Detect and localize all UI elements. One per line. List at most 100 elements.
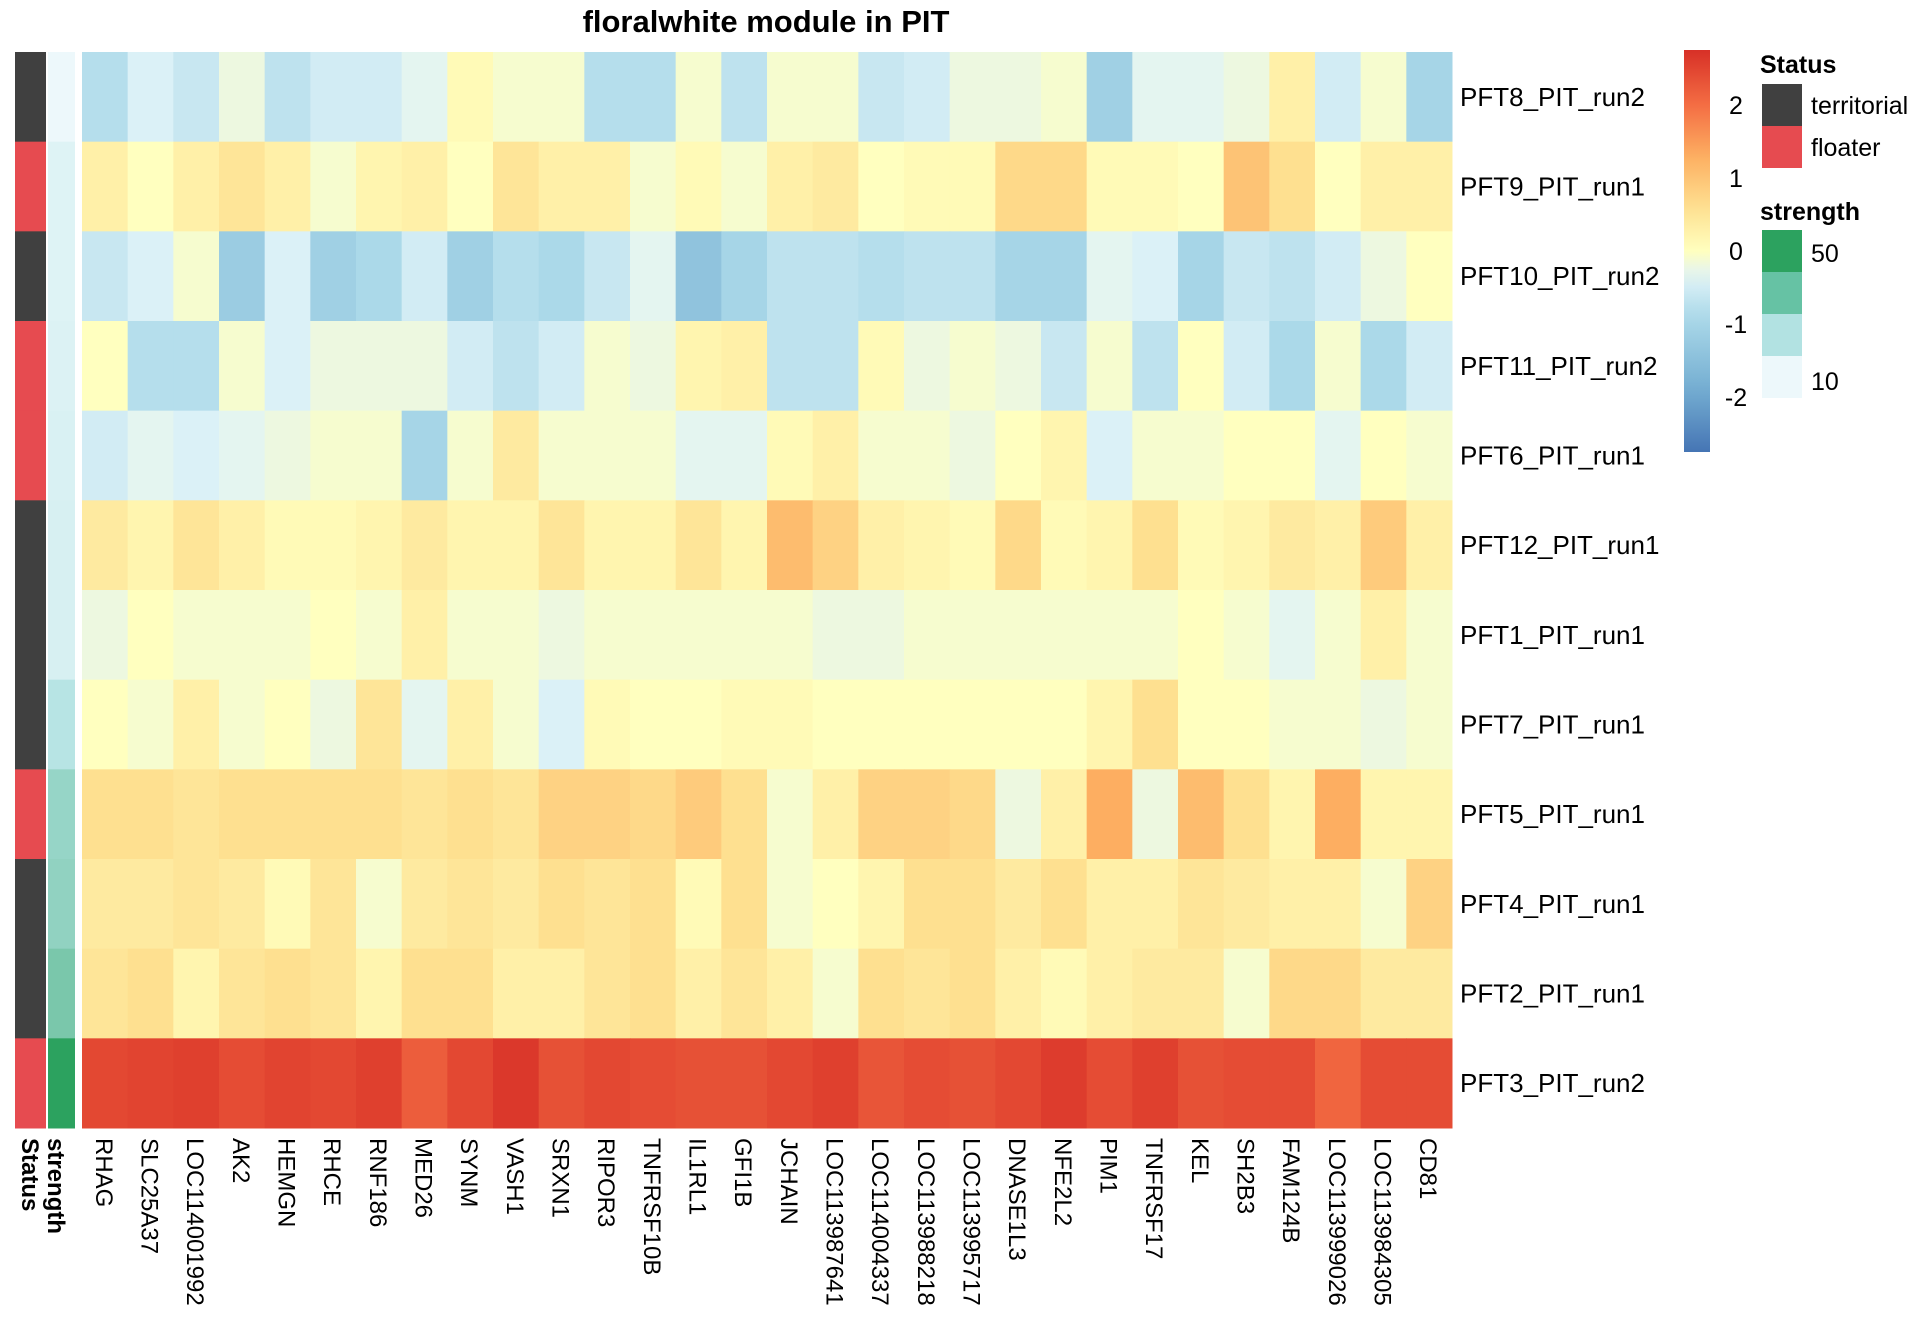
heatmap-cell [1086, 141, 1133, 232]
heatmap-cell [1223, 859, 1270, 950]
heatmap-cell [584, 769, 631, 860]
row-label: PFT3_PIT_run2 [1460, 1068, 1645, 1098]
heatmap-cell [1132, 948, 1179, 1039]
heatmap-cell [858, 52, 905, 143]
heatmap-cell [1360, 500, 1407, 591]
row-label: PFT4_PIT_run1 [1460, 889, 1645, 919]
heatmap-cell [1086, 1038, 1133, 1129]
heatmap-cell [264, 231, 311, 322]
heatmap-cell [173, 410, 220, 501]
heatmap-cell [630, 948, 677, 1039]
heatmap-cell [1406, 948, 1453, 1039]
status-legend-swatch [1762, 126, 1802, 168]
heatmap-cell [447, 321, 494, 412]
status-cell [15, 141, 46, 232]
heatmap-cell [1269, 590, 1316, 681]
heatmap-cell [1406, 1038, 1453, 1129]
heatmap-cell [721, 590, 768, 681]
heatmap-cell [538, 410, 585, 501]
heatmap-cell [356, 859, 403, 950]
heatmap-cell [995, 859, 1042, 950]
heatmap-cell [447, 769, 494, 860]
status-cell [15, 948, 46, 1039]
heatmap-cell [812, 679, 859, 770]
heatmap-cell [675, 679, 722, 770]
color-scale-tick: 1 [1729, 165, 1743, 193]
heatmap-cell [1360, 321, 1407, 412]
heatmap-cell [219, 859, 266, 950]
heatmap-cell [995, 500, 1042, 591]
heatmap-cell [721, 769, 768, 860]
heatmap-cell [264, 410, 311, 501]
heatmap-cell [1132, 859, 1179, 950]
heatmap-cell [173, 231, 220, 322]
annotation-labels: Status strength [16, 1138, 69, 1234]
strength-cell [48, 590, 75, 681]
heatmap-cell [1223, 679, 1270, 770]
heatmap-cell [264, 500, 311, 591]
heatmap-cell [584, 1038, 631, 1129]
heatmap-cell [1041, 859, 1088, 950]
row-label: PFT10_PIT_run2 [1460, 261, 1659, 291]
heatmap-cell [538, 321, 585, 412]
heatmap-cell [173, 679, 220, 770]
heatmap-cell [1360, 1038, 1407, 1129]
heatmap-cell [127, 1038, 174, 1129]
heatmap-cell [721, 231, 768, 322]
heatmap-cell [219, 769, 266, 860]
strength-legend-swatch [1762, 272, 1802, 314]
row-label: PFT11_PIT_run2 [1460, 351, 1658, 381]
heatmap-cell [1406, 231, 1453, 322]
heatmap-cell [630, 769, 677, 860]
heatmap-cell [82, 859, 129, 950]
heatmap-cell [630, 52, 677, 143]
row-label: PFT7_PIT_run1 [1460, 710, 1645, 740]
heatmap-cell [82, 590, 129, 681]
status-legend-label: floater [1811, 134, 1880, 162]
heatmap-cell [675, 52, 722, 143]
heatmap-cell [1041, 321, 1088, 412]
heatmap-cell [721, 321, 768, 412]
strength-legend-label: 10 [1811, 368, 1839, 396]
heatmap-cell [82, 231, 129, 322]
heatmap-cell [493, 321, 540, 412]
heatmap-cell [493, 231, 540, 322]
heatmap-cell [949, 769, 996, 860]
heatmap-cell [310, 500, 357, 591]
heatmap-cell [127, 590, 174, 681]
heatmap-cell [858, 679, 905, 770]
status-legend-label: territorial [1811, 92, 1908, 120]
heatmap-cell [310, 590, 357, 681]
heatmap-cell [1041, 410, 1088, 501]
heatmap-cell [401, 590, 448, 681]
heatmap-cell [1360, 410, 1407, 501]
heatmap-cell [401, 231, 448, 322]
heatmap-cell [949, 321, 996, 412]
heatmap-cell [82, 500, 129, 591]
heatmap-cell [995, 769, 1042, 860]
heatmap-cell [173, 859, 220, 950]
row-label: PFT8_PIT_run2 [1460, 82, 1645, 112]
heatmap-cell [675, 321, 722, 412]
heatmap-cell [1178, 141, 1225, 232]
heatmap-cell [538, 679, 585, 770]
column-label: SH2B3 [1232, 1138, 1259, 1214]
row-label: PFT1_PIT_run1 [1460, 620, 1645, 650]
heatmap-cell [721, 141, 768, 232]
heatmap-cell [356, 410, 403, 501]
status-cell [15, 590, 46, 681]
heatmap-cell [1086, 769, 1133, 860]
heatmap-cell [538, 1038, 585, 1129]
heatmap-cell [1132, 1038, 1179, 1129]
heatmap-cell [310, 52, 357, 143]
heatmap-cell [949, 1038, 996, 1129]
heatmap-cell [995, 52, 1042, 143]
heatmap-cell [82, 52, 129, 143]
heatmap-cell [1315, 859, 1362, 950]
heatmap-cell [995, 231, 1042, 322]
status-legend: Status territorial floater [1760, 51, 1908, 168]
heatmap-cell [675, 141, 722, 232]
heatmap-cell [82, 1038, 129, 1129]
row-label: PFT12_PIT_run1 [1460, 530, 1659, 560]
heatmap-cell [173, 1038, 220, 1129]
